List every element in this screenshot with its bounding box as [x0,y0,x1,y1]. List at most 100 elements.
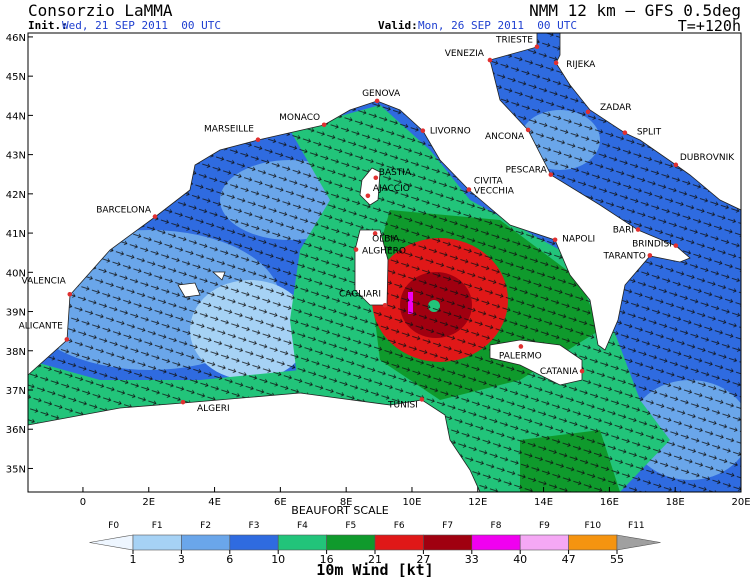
city-dot [525,127,531,133]
y-tick-label: 41N [6,229,26,240]
x-tick-label: 10E [402,497,421,508]
color-class [89,534,134,551]
bound-label: 33 [465,553,479,566]
city-label: PALERMO [499,351,542,361]
city-label: BARI [613,226,634,236]
bound-label: 1 [130,553,137,566]
init-time: Wed, 21 SEP 2011 00 UTC [62,19,221,32]
legend-unit: 10m Wind [kt] [316,561,433,579]
city-label: ALGERI [197,404,230,414]
y-tick-label: 43N [6,151,26,162]
class-label: F5 [345,521,356,531]
city-label: CATANIA [540,367,579,377]
bound-label: 27 [416,553,430,566]
city-label: TRIESTE [495,36,533,46]
city-dot [353,247,359,252]
city-label: DUBROVNIK [680,153,735,163]
city-label: PESCARA [505,166,547,176]
city-label: ALICANTE [19,321,63,331]
x-tick-label: 4E [208,497,221,508]
init-label: Init.: [28,19,68,32]
y-tick-label: 38N [6,347,26,358]
y-tick-label: 40N [6,268,26,279]
y-tick-label: 46N [6,33,26,44]
class-label: F11 [628,521,645,531]
valid-time: Mon, 26 SEP 2011 00 UTC [418,19,577,32]
class-label: F4 [297,521,308,531]
color-class [471,534,521,551]
city-label: AJACCIO [373,184,410,194]
city-label: ANCONA [485,132,525,142]
valid-label: Valid: [378,19,418,32]
city-dot [419,397,425,402]
y-tick-label: 45N [6,72,26,83]
right-title: NMM 12 km – GFS 0.5deg [529,1,741,20]
x-tick-label: 18E [666,497,685,508]
city-label: MONACO [279,113,320,123]
lead-time: T=+120h [678,17,741,35]
city-dot [673,162,679,168]
city-label: VALENCIA [22,276,67,286]
city-dot [552,237,558,243]
bound-label: 16 [320,553,334,566]
class-label: F6 [394,521,405,531]
city-dot [152,214,158,219]
city-dot [487,57,493,63]
city-label: MARSEILLE [204,125,254,135]
x-tick-label: 2E [142,497,155,508]
class-label: F9 [539,521,550,531]
bound-label: 55 [610,553,624,566]
city-label: CIVITA [474,177,504,187]
city-dot [585,109,591,115]
wind-field [28,33,741,492]
class-label: F2 [200,521,211,531]
city-dot [382,302,388,308]
city-label: VENEZIA [445,49,485,59]
city-dot [518,344,524,349]
color-class [519,534,569,551]
city-label: SPLIT [637,128,662,138]
city-label: BARCELONA [96,206,152,216]
city-dot [374,98,380,104]
city-dot [255,137,261,143]
city-dot [673,243,679,248]
city-dot [647,253,653,258]
x-tick-label: 20E [731,497,750,508]
color-class [181,534,231,551]
city-label: TARANTO [603,251,646,261]
y-tick-label: 44N [6,111,26,122]
legend-title: BEAUFORT SCALE [291,504,388,517]
city-dot [635,227,641,232]
class-label: F7 [442,521,453,531]
city-label: VECCHIA [474,187,515,197]
city-label: ZADAR [600,103,632,113]
color-class [277,534,327,551]
color-class [423,534,473,551]
x-tick-label: 16E [600,497,619,508]
x-tick-label: 14E [534,497,553,508]
city-label: TUNISI [387,400,418,410]
city-dot [579,368,585,374]
color-class [616,534,661,551]
x-tick-label: 0 [80,497,86,508]
city-label: CAGLIARI [339,289,381,299]
class-label: F10 [584,521,601,531]
city-dot [365,193,371,199]
bound-label: 21 [368,553,382,566]
city-dot [67,291,73,297]
color-class [132,534,182,551]
y-tick-label: 36N [6,425,26,436]
map-frame [27,32,742,493]
city-dot [622,130,628,135]
class-label: F8 [491,521,502,531]
x-tick-label: 12E [468,497,487,508]
y-tick-label: 42N [6,190,26,201]
color-class [229,534,279,551]
city-label: OLBIA [372,234,400,244]
city-dot [466,187,472,192]
color-class [568,534,618,551]
bound-label: 6 [226,553,233,566]
x-tick-label: 6E [274,497,287,508]
city-label: GENOVA [362,89,401,99]
